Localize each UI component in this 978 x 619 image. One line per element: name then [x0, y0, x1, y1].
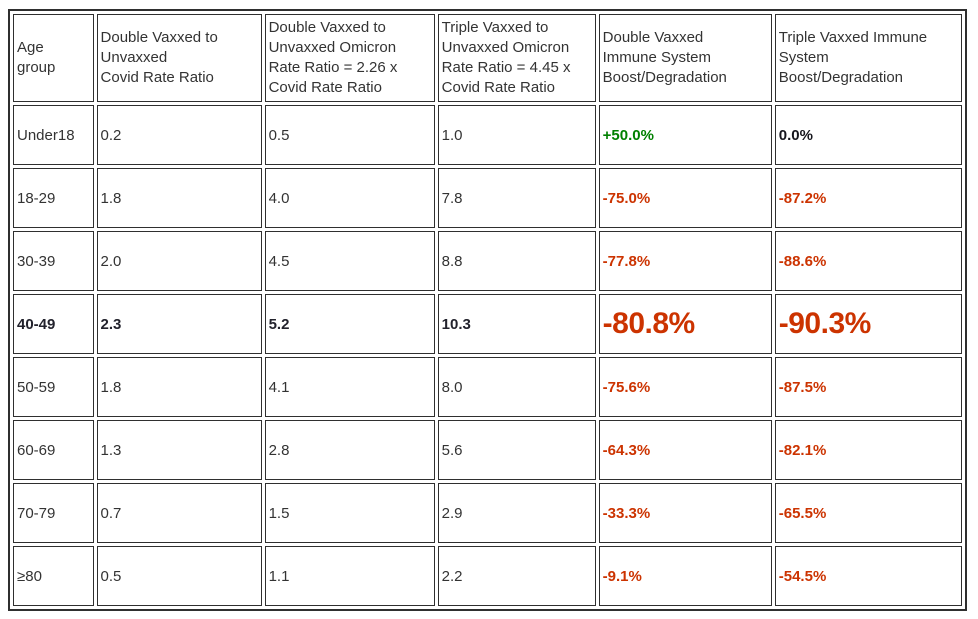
- table-row-60-69: 60-69 1.3 2.8 5.6 -64.3% -82.1%: [13, 420, 962, 480]
- value-cell: 4.1: [264, 357, 435, 417]
- header-double-vaxxed-covid-rate-ratio: Double Vaxxed to Unvaxxed Covid Rate Rat…: [96, 14, 262, 102]
- pct-cell-negative-large: -90.3%: [774, 294, 962, 354]
- age-cell: 30-39: [13, 231, 94, 291]
- value-cell: 2.2: [437, 546, 596, 606]
- table-row-70-79: 70-79 0.7 1.5 2.9 -33.3% -65.5%: [13, 483, 962, 543]
- value-cell: 7.8: [437, 168, 596, 228]
- pct-cell-negative: -65.5%: [774, 483, 962, 543]
- header-triple-vaxxed-immune-boost: Triple Vaxxed Immune System Boost/Degrad…: [774, 14, 962, 102]
- table-row-under18: Under18 0.2 0.5 1.0 +50.0% 0.0%: [13, 105, 962, 165]
- value-cell: 8.0: [437, 357, 596, 417]
- pct-cell-positive: +50.0%: [598, 105, 772, 165]
- value-cell: 5.6: [437, 420, 596, 480]
- age-cell: ≥80: [13, 546, 94, 606]
- age-cell: Under18: [13, 105, 94, 165]
- table-row-18-29: 18-29 1.8 4.0 7.8 -75.0% -87.2%: [13, 168, 962, 228]
- header-double-vaxxed-immune-boost: Double Vaxxed Immune System Boost/Degrad…: [598, 14, 772, 102]
- pct-cell-negative: -64.3%: [598, 420, 772, 480]
- value-cell: 1.5: [264, 483, 435, 543]
- pct-cell-negative: -87.5%: [774, 357, 962, 417]
- value-cell: 0.2: [96, 105, 262, 165]
- header-row: Age group Double Vaxxed to Unvaxxed Covi…: [13, 14, 962, 102]
- value-cell: 1.3: [96, 420, 262, 480]
- age-cell: 50-59: [13, 357, 94, 417]
- vaccine-rate-ratio-table: Age group Double Vaxxed to Unvaxxed Covi…: [8, 9, 967, 611]
- value-cell: 2.9: [437, 483, 596, 543]
- value-cell: 2.0: [96, 231, 262, 291]
- table-row-40-49-highlighted: 40-49 2.3 5.2 10.3 -80.8% -90.3%: [13, 294, 962, 354]
- age-cell: 60-69: [13, 420, 94, 480]
- table-row-50-59: 50-59 1.8 4.1 8.0 -75.6% -87.5%: [13, 357, 962, 417]
- value-cell: 0.5: [264, 105, 435, 165]
- header-age-group: Age group: [13, 14, 94, 102]
- value-cell: 2.3: [96, 294, 262, 354]
- pct-cell-negative: -75.0%: [598, 168, 772, 228]
- age-cell: 40-49: [13, 294, 94, 354]
- value-cell: 0.7: [96, 483, 262, 543]
- pct-cell-negative: -87.2%: [774, 168, 962, 228]
- value-cell: 1.8: [96, 357, 262, 417]
- value-cell: 2.8: [264, 420, 435, 480]
- header-triple-vaxxed-omicron-rate-ratio: Triple Vaxxed to Unvaxxed Omicron Rate R…: [437, 14, 596, 102]
- pct-cell-negative: -75.6%: [598, 357, 772, 417]
- value-cell: 1.8: [96, 168, 262, 228]
- value-cell: 8.8: [437, 231, 596, 291]
- value-cell: 10.3: [437, 294, 596, 354]
- value-cell: 0.5: [96, 546, 262, 606]
- value-cell: 4.5: [264, 231, 435, 291]
- pct-cell-negative: -54.5%: [774, 546, 962, 606]
- value-cell: 5.2: [264, 294, 435, 354]
- table-row-80-plus: ≥80 0.5 1.1 2.2 -9.1% -54.5%: [13, 546, 962, 606]
- pct-cell-negative: -33.3%: [598, 483, 772, 543]
- pct-cell-negative: -82.1%: [774, 420, 962, 480]
- pct-cell-negative: -77.8%: [598, 231, 772, 291]
- table-row-30-39: 30-39 2.0 4.5 8.8 -77.8% -88.6%: [13, 231, 962, 291]
- pct-cell-negative: -9.1%: [598, 546, 772, 606]
- pct-cell-zero: 0.0%: [774, 105, 962, 165]
- pct-cell-negative: -88.6%: [774, 231, 962, 291]
- age-cell: 70-79: [13, 483, 94, 543]
- value-cell: 4.0: [264, 168, 435, 228]
- value-cell: 1.1: [264, 546, 435, 606]
- pct-cell-negative-large: -80.8%: [598, 294, 772, 354]
- age-cell: 18-29: [13, 168, 94, 228]
- header-double-vaxxed-omicron-rate-ratio: Double Vaxxed to Unvaxxed Omicron Rate R…: [264, 14, 435, 102]
- value-cell: 1.0: [437, 105, 596, 165]
